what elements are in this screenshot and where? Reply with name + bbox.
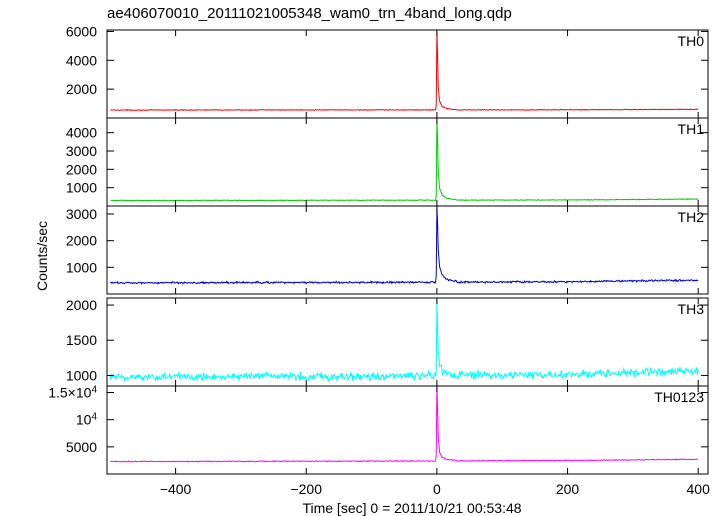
panel-label-th2: TH2	[678, 209, 705, 225]
panel-th1: 1000 2000 3000 4000 TH1	[66, 117, 709, 207]
x-axis-label: Time [sec] 0 = 2011/10/21 00:53:48	[302, 500, 521, 516]
panel-label-th0: TH0	[678, 33, 705, 49]
panel-th3: 1000 1500 2000 TH3	[66, 297, 709, 387]
series-line-th0123	[110, 387, 699, 463]
series-line-th3	[109, 299, 699, 383]
series-line-th0	[110, 31, 699, 112]
panel-th0: 2000 4000 6000 TH0	[66, 23, 709, 119]
panel-label-th1: TH1	[678, 121, 705, 137]
x-tick-label: −400	[160, 481, 192, 497]
y-tick-label: 4000	[66, 52, 97, 68]
y-tick-label: 2000	[66, 297, 97, 313]
panel-frame	[106, 205, 709, 295]
panel-frame	[106, 117, 709, 207]
y-tick-label: 6000	[66, 23, 97, 39]
chart-title: ae406070010_20111021005348_wam0_trn_4ban…	[107, 5, 512, 22]
y-axis-label: Counts/sec	[34, 221, 50, 291]
x-tick-label: −200	[290, 481, 322, 497]
x-axis-ticks: −400 −200 0 200 400	[160, 481, 710, 497]
y-tick-label: 1500	[66, 332, 97, 348]
panel-frame	[106, 385, 709, 475]
y-tick-label: 2000	[66, 81, 97, 97]
series-line-th2	[110, 207, 699, 286]
x-tick-label: 200	[556, 481, 580, 497]
panel-frame	[106, 29, 709, 119]
series-line-th1	[110, 121, 699, 202]
x-tick-label: 400	[687, 481, 711, 497]
y-tick-label: 1000	[66, 180, 97, 196]
y-tick-label: 1000	[66, 259, 97, 275]
panel-th2: 1000 2000 3000 TH2	[66, 205, 709, 295]
y-tick-label: 104	[76, 411, 98, 428]
y-tick-label: 2000	[66, 161, 97, 177]
y-tick-label: 3000	[66, 206, 97, 222]
panel-label-th0123: TH0123	[654, 389, 704, 405]
y-tick-label: 5000	[66, 439, 97, 455]
panels: 2000 4000 6000 TH0 1000 2000 3000 4000 TH1 1000 20…	[48, 23, 709, 475]
y-tick-label: 3000	[66, 143, 97, 159]
y-tick-label: 1000	[66, 367, 97, 383]
y-tick-label: 2000	[66, 233, 97, 249]
y-tick-label: 4000	[66, 125, 97, 141]
panel-label-th3: TH3	[678, 301, 705, 317]
panel-th0123: 5000 104 1.5×104 TH0123	[48, 384, 709, 475]
x-tick-label: 0	[433, 481, 441, 497]
y-tick-label: 1.5×104	[48, 384, 97, 401]
